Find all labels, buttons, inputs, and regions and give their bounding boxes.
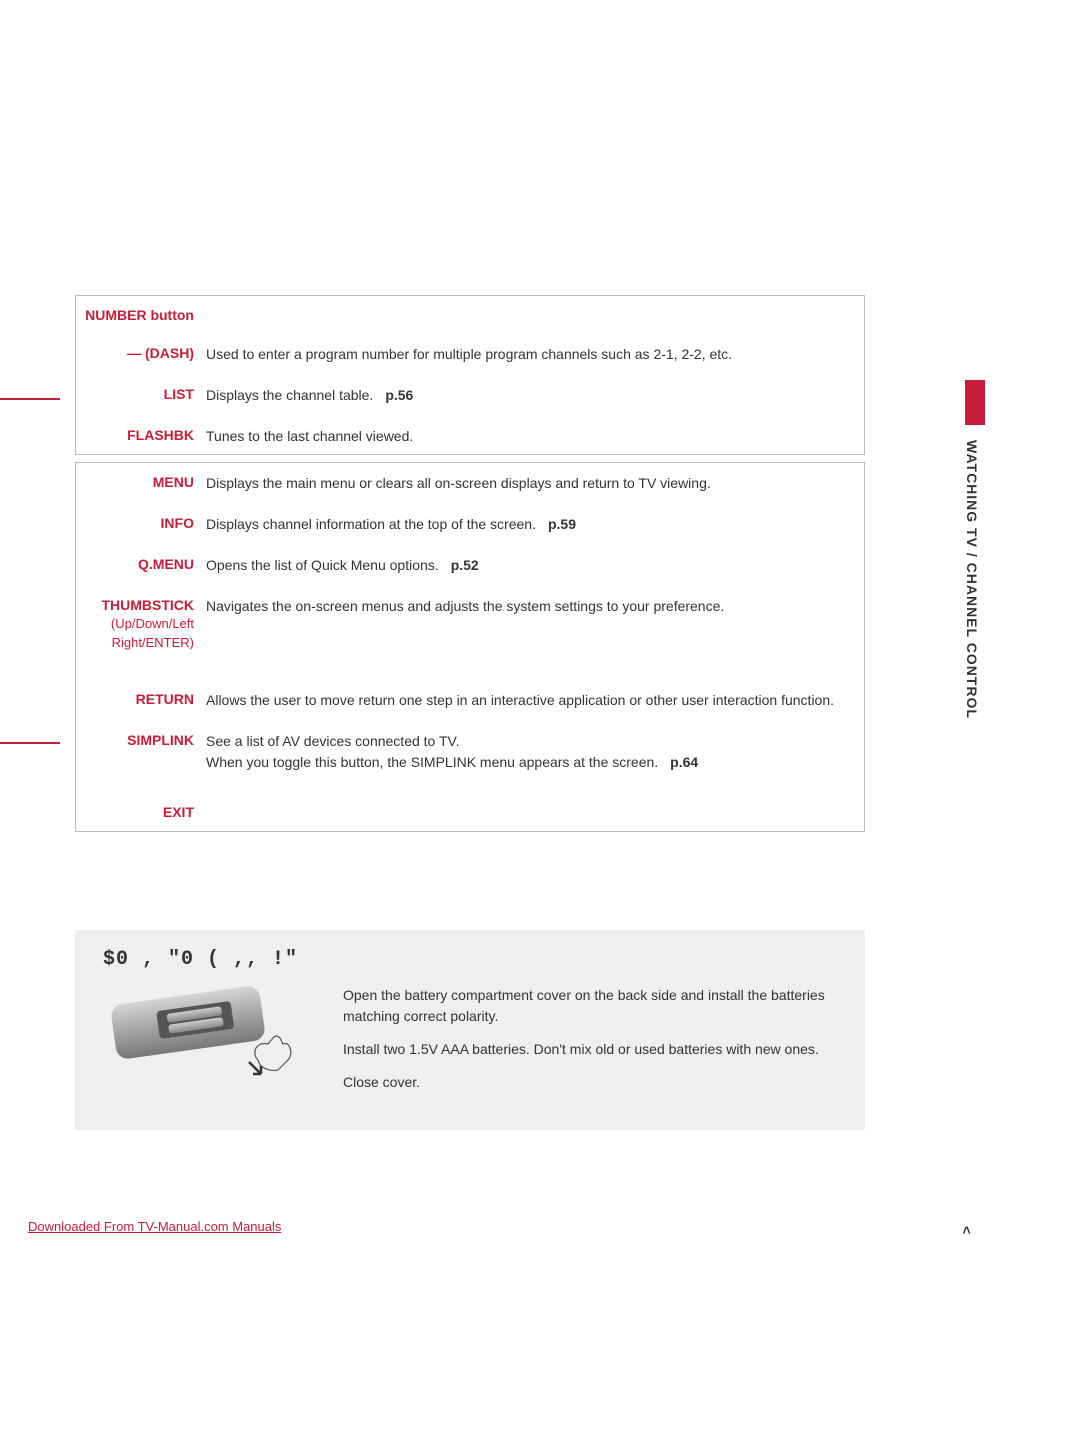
button-label: EXIT [76,803,206,821]
button-label: SIMPLINK [76,731,206,773]
table-row: LIST Displays the channel table.p.56 [76,375,864,416]
table-row: — (DASH) Used to enter a program number … [76,334,864,375]
section-title-vertical: WATCHING TV / CHANNEL CONTROL [964,440,980,719]
footer-download-link[interactable]: Downloaded From TV-Manual.com Manuals [28,1219,281,1234]
button-label: — (DASH) [76,344,206,365]
button-label: THUMBSTICK(Up/Down/Left Right/ENTER) [76,596,206,652]
button-label: MENU [76,473,206,494]
definition-box-1: NUMBER button — (DASH) Used to enter a p… [75,295,865,455]
button-description: Tunes to the last channel viewed. [206,426,849,447]
battery-title: $0 , "0 ( ,, !" [103,948,837,971]
arrow-icon [247,1060,265,1083]
remote-body-shape [110,985,266,1060]
button-description: Displays the channel table.p.56 [206,385,849,406]
table-row: EXIT [76,793,864,831]
button-description: See a list of AV devices connected to TV… [206,731,849,773]
button-description: Navigates the on-screen menus and adjust… [206,596,849,652]
table-row: RETURN Allows the user to move return on… [76,680,864,721]
button-description [206,306,849,324]
page-ref: p.64 [670,754,698,770]
side-accent-tab [965,380,985,425]
page-ref: p.59 [548,516,576,532]
table-row: THUMBSTICK(Up/Down/Left Right/ENTER) Nav… [76,586,864,662]
button-label-sub: (Up/Down/Left Right/ENTER) [111,616,194,650]
table-row: NUMBER button [76,296,864,334]
table-row: INFO Displays channel information at the… [76,504,864,545]
page-ref: p.52 [451,557,479,573]
button-label: RETURN [76,690,206,711]
button-label: LIST [76,385,206,406]
button-description: Displays channel information at the top … [206,514,849,535]
left-margin-marker [0,742,60,744]
table-row: SIMPLINK See a list of AV devices connec… [76,721,864,783]
remote-illustration [103,975,313,1085]
definition-box-2: MENU Displays the main menu or clears al… [75,462,865,832]
button-label: NUMBER button [76,306,206,324]
page-ref: p.56 [385,387,413,403]
button-description: Displays the main menu or clears all on-… [206,473,849,494]
table-row: Q.MENU Opens the list of Quick Menu opti… [76,545,864,586]
page-indicator: < [959,1226,975,1234]
battery-para: Open the battery compartment cover on th… [343,985,837,1027]
battery-install-panel: $0 , "0 ( ,, !" [75,930,865,1130]
battery-para: Install two 1.5V AAA batteries. Don't mi… [343,1039,837,1060]
button-description: Used to enter a program number for multi… [206,344,849,365]
button-description [206,803,849,821]
battery-para: Close cover. [343,1072,837,1093]
button-label: INFO [76,514,206,535]
table-row: FLASHBK Tunes to the last channel viewed… [76,416,864,457]
button-label: FLASHBK [76,426,206,447]
battery-instructions: Open the battery compartment cover on th… [343,975,837,1105]
button-label: Q.MENU [76,555,206,576]
button-description: Opens the list of Quick Menu options.p.5… [206,555,849,576]
button-description: Allows the user to move return one step … [206,690,849,711]
table-row: MENU Displays the main menu or clears al… [76,463,864,504]
left-margin-marker [0,398,60,400]
